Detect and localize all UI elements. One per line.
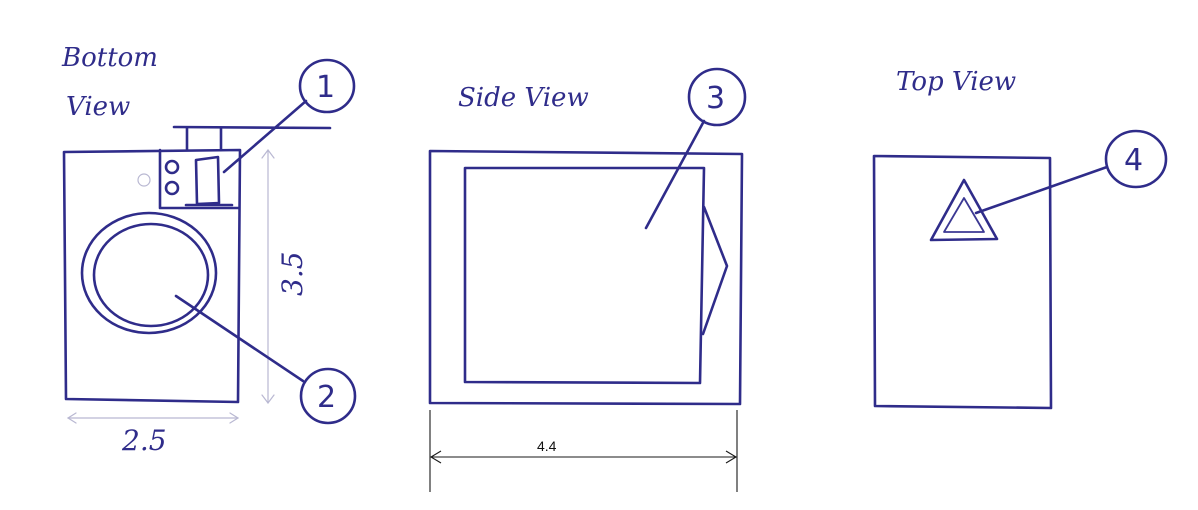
callout-label-2: 2: [317, 380, 336, 415]
side-width-extension-lines: [429, 410, 738, 492]
callout-leader-2: [174, 294, 305, 383]
top-view-title: Top View: [896, 67, 1016, 97]
height-dimension-label: 3.5: [276, 251, 309, 296]
bottom-view-bracket-posts: [185, 126, 223, 152]
callout-circle-4: [1104, 129, 1168, 189]
bottom-view-title-line2: View: [66, 92, 130, 122]
lens-outer: [80, 211, 218, 335]
callout-circle-2: [299, 367, 357, 425]
faint-mark: [137, 173, 151, 187]
side-view-title: Side View: [458, 83, 589, 113]
warning-triangle-inner: [943, 197, 985, 233]
side-view-outer-frame: [428, 149, 744, 406]
connector-hole-bottom: [164, 180, 180, 196]
warning-triangle-outer: [929, 178, 999, 242]
top-view-body: [872, 154, 1053, 410]
width-dimension-label: 2.5: [121, 424, 167, 457]
callout-leader-1: [222, 99, 308, 174]
side-view-wedge: [701, 205, 729, 336]
connector-block: [158, 148, 240, 210]
callout-label-4: 4: [1124, 143, 1143, 178]
lens-inner: [92, 222, 210, 328]
top-view: Top View 4: [872, 67, 1168, 410]
bottom-view-bracket: [172, 125, 332, 130]
callout-circle-3: [687, 67, 747, 127]
callout-label-3: 3: [706, 81, 725, 116]
side-view: Side View 3 4.4: [428, 67, 747, 492]
bottom-view-title-line1: Bottom: [61, 43, 158, 73]
side-view-inner-panel: [463, 166, 706, 385]
side-width-arrows: [429, 450, 738, 464]
connector-hole-top: [164, 159, 180, 175]
bottom-view-body: [62, 148, 242, 404]
connector-plug: [194, 155, 221, 206]
callout-label-1: 1: [316, 70, 335, 105]
bottom-view: Bottom View 3.5 2.5 1 2: [61, 43, 357, 457]
callout-leader-3: [644, 119, 706, 230]
callout-leader-4: [974, 165, 1109, 215]
callout-circle-1: [298, 58, 356, 114]
side-width-label: 4.4: [537, 438, 557, 454]
